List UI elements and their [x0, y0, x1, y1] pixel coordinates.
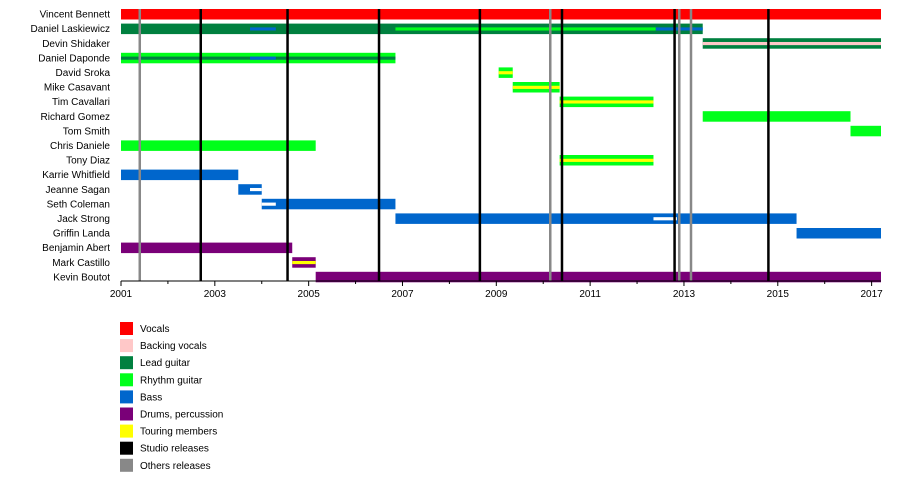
- bar-devin-shidaker-backing-vocals-6: [702, 41, 881, 46]
- bar-seth-coleman-touring-members-25: [261, 202, 276, 206]
- x-axis: 2001 2003 2005 2007 2009 2011 2013 2015 2017: [110, 280, 883, 300]
- legend: Vocals Backing vocals Lead guitar Rhythm gu…: [120, 322, 223, 472]
- bar-seth-coleman-bass-24: [261, 198, 396, 210]
- legend-label-others-releases: Others releases: [140, 461, 211, 472]
- bar-griffin-landa-bass-28: [796, 228, 881, 239]
- bar-jeanne-sagan-touring-members-23: [250, 187, 262, 192]
- x-tick-label-2017: 2017: [860, 289, 883, 300]
- member-label-tim-cavallari: Tim Cavallari: [52, 97, 110, 108]
- legend-swatch-vocals: [120, 322, 133, 335]
- x-tick-label-2003: 2003: [204, 289, 227, 300]
- member-bars: [121, 9, 881, 283]
- legend-swatch-rhythm-guitar: [120, 373, 133, 387]
- x-tick-label-2011: 2011: [579, 289, 601, 300]
- member-label-karrie-whitfield: Karrie Whitfield: [42, 170, 110, 181]
- legend-label-studio-releases: Studio releases: [140, 444, 209, 455]
- legend-swatch-others-releases: [120, 458, 133, 472]
- legend-label-lead-guitar: Lead guitar: [140, 358, 191, 369]
- member-label-jack-strong: Jack Strong: [57, 214, 110, 225]
- member-label-griffin-landa: Griffin Landa: [53, 229, 111, 240]
- legend-label-bass: Bass: [140, 392, 162, 403]
- bar-tony-diaz-touring-members-20: [559, 158, 654, 162]
- legend-label-drums-percussion: Drums, percussion: [140, 410, 223, 421]
- release-lines: [138, 9, 770, 281]
- bar-daniel-daponde-bass-9: [250, 56, 276, 60]
- legend-swatch-bass: [120, 390, 133, 404]
- member-labels: Vincent Bennett Daniel Laskiewicz Devin Sh…: [31, 10, 111, 284]
- legend-swatch-studio-releases: [120, 441, 133, 455]
- member-label-daniel-laskiewicz: Daniel Laskiewicz: [31, 24, 110, 35]
- x-tick-label-2005: 2005: [298, 289, 321, 300]
- member-label-kevin-boutot: Kevin Boutot: [53, 272, 110, 283]
- member-label-chris-daniele: Chris Daniele: [50, 141, 110, 152]
- bar-benjamin-abert-drums-percussion-29: [121, 242, 293, 254]
- member-label-david-sroka: David Sroka: [56, 68, 111, 79]
- bar-daniel-laskiewicz-bass-2: [250, 27, 276, 31]
- legend-swatch-touring-members: [120, 424, 133, 438]
- x-tick-label-2007: 2007: [391, 289, 414, 300]
- legend-swatch-backing-vocals: [120, 339, 133, 353]
- bar-daniel-laskiewicz-rhythm-guitar-3: [395, 27, 656, 31]
- member-label-richard-gomez: Richard Gomez: [41, 112, 110, 123]
- bar-richard-gomez-rhythm-guitar-16: [702, 111, 851, 122]
- bar-tom-smith-rhythm-guitar-17: [850, 125, 881, 137]
- bar-vincent-bennett-vocals-0: [121, 9, 881, 20]
- x-tick-label-2015: 2015: [767, 289, 790, 300]
- x-tick-label-2013: 2013: [673, 289, 696, 300]
- member-label-daniel-daponde: Daniel Daponde: [38, 53, 110, 64]
- legend-label-touring-members: Touring members: [140, 427, 217, 438]
- bar-mike-casavant-touring-members-13: [512, 85, 560, 89]
- member-label-benjamin-abert: Benjamin Abert: [42, 243, 110, 254]
- member-label-tom-smith: Tom Smith: [63, 126, 110, 137]
- member-label-mark-castillo: Mark Castillo: [52, 258, 110, 269]
- member-label-seth-coleman: Seth Coleman: [47, 199, 110, 210]
- legend-swatch-drums-percussion: [120, 407, 133, 421]
- legend-swatch-lead-guitar: [120, 356, 133, 370]
- legend-label-vocals: Vocals: [140, 324, 169, 335]
- bar-jack-strong-bass-26: [395, 213, 797, 224]
- bar-chris-daniele-rhythm-guitar-18: [121, 140, 316, 151]
- bar-kevin-boutot-drums-percussion-32: [315, 271, 881, 283]
- bar-jack-strong-touring-members-27: [653, 217, 677, 221]
- bar-tim-cavallari-touring-members-15: [559, 100, 654, 104]
- member-label-mike-casavant: Mike Casavant: [44, 83, 110, 94]
- x-tick-label-2001: 2001: [110, 289, 133, 300]
- legend-label-rhythm-guitar: Rhythm guitar: [140, 375, 203, 386]
- x-tick-label-2009: 2009: [485, 289, 508, 300]
- member-label-tony-diaz: Tony Diaz: [66, 156, 110, 167]
- member-label-vincent-bennett: Vincent Bennett: [40, 10, 111, 21]
- bar-mark-castillo-touring-members-31: [292, 260, 316, 265]
- member-label-jeanne-sagan: Jeanne Sagan: [45, 185, 110, 196]
- member-label-devin-shidaker: Devin Shidaker: [42, 39, 110, 50]
- bar-david-sroka-touring-members-11: [498, 71, 513, 75]
- bar-karrie-whitfield-bass-21: [121, 169, 239, 181]
- legend-label-backing-vocals: Backing vocals: [140, 341, 207, 352]
